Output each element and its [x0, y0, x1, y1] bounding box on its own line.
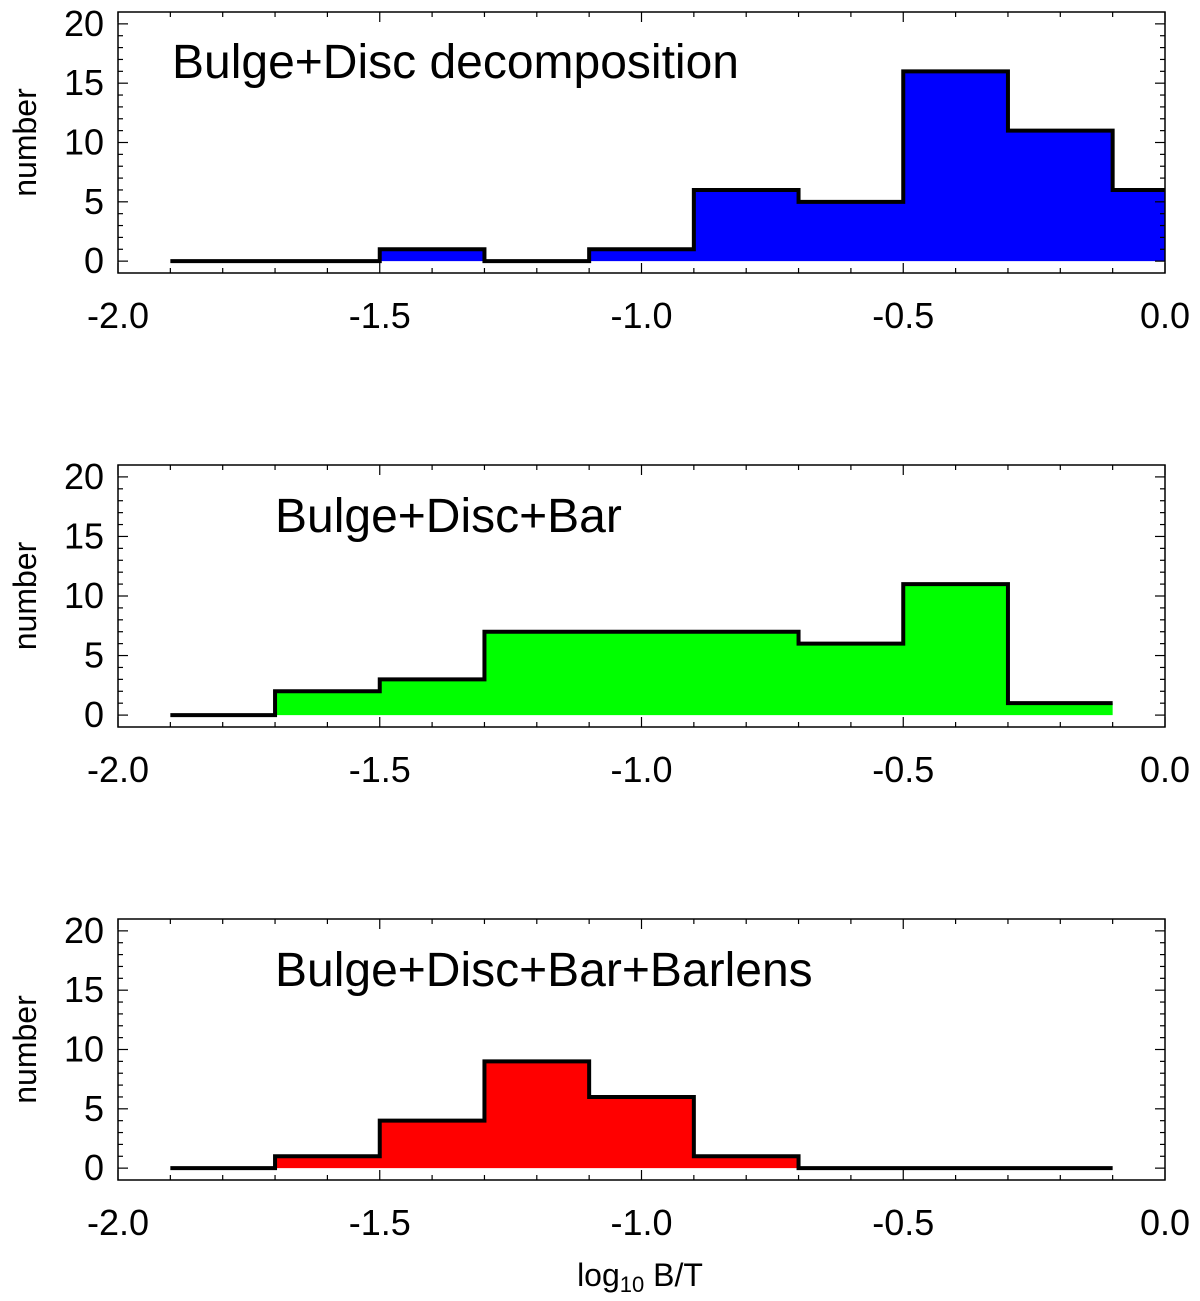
x-axis-label-suffix: B/T — [644, 1257, 703, 1293]
y-tick-label: 10 — [64, 1029, 104, 1070]
x-tick-label: -1.5 — [349, 295, 411, 336]
y-tick-label: 20 — [64, 3, 104, 44]
x-tick-label: -0.5 — [872, 1202, 934, 1243]
panel-title: Bulge+Disc+Bar+Barlens — [275, 944, 813, 997]
y-tick-label: 10 — [64, 575, 104, 616]
x-tick-label: -1.5 — [349, 1202, 411, 1243]
x-axis-label-subscript: 10 — [620, 1272, 644, 1297]
histogram-fill — [170, 71, 1166, 262]
x-axis-label-prefix: log — [577, 1257, 620, 1293]
y-tick-label: 15 — [64, 969, 104, 1010]
x-tick-label: -0.5 — [872, 295, 934, 336]
y-tick-label: 0 — [84, 240, 104, 281]
y-tick-label: 15 — [64, 62, 104, 103]
x-axis-label: log10 B/T — [577, 1257, 703, 1297]
y-tick-label: 0 — [84, 1147, 104, 1188]
histogram-panel-1: -2.0 -1.5 -1.0 -0.5 0.0 0 5 10 15 20 number Bulge+D… — [7, 3, 1190, 336]
y-tick-label: 20 — [64, 456, 104, 497]
histogram-outline — [170, 1059, 1113, 1171]
x-tick-label: 0.0 — [1140, 1202, 1190, 1243]
y-axis-label: number — [7, 88, 43, 197]
x-tick-label: -0.5 — [872, 749, 934, 790]
y-tick-label: 20 — [64, 910, 104, 951]
panel-title: Bulge+Disc+Bar — [275, 490, 622, 543]
x-tick-label: -1.0 — [610, 295, 672, 336]
histogram-fill — [170, 584, 1113, 716]
x-tick-label: 0.0 — [1140, 295, 1190, 336]
histogram-fill — [170, 1061, 1113, 1169]
y-axis-label: number — [7, 995, 43, 1104]
x-tick-label: 0.0 — [1140, 749, 1190, 790]
histogram-panel-3: -2.0 -1.5 -1.0 -0.5 0.0 0 5 10 15 20 number Bulge+D… — [7, 910, 1190, 1243]
y-tick-label: 5 — [84, 1088, 104, 1129]
y-tick-label: 0 — [84, 694, 104, 735]
x-tick-label: -2.0 — [87, 1202, 149, 1243]
y-tick-label: 5 — [84, 181, 104, 222]
x-tick-label: -1.5 — [349, 749, 411, 790]
y-tick-label: 10 — [64, 122, 104, 163]
x-tick-label: -2.0 — [87, 749, 149, 790]
histogram-panel-2: -2.0 -1.5 -1.0 -0.5 0.0 0 5 10 15 20 number Bulge+D… — [7, 456, 1190, 790]
y-tick-label: 15 — [64, 515, 104, 556]
x-tick-label: -2.0 — [87, 295, 149, 336]
histogram-outline — [170, 582, 1113, 718]
x-tick-label: -1.0 — [610, 749, 672, 790]
y-axis-label: number — [7, 541, 43, 650]
histogram-outline — [170, 69, 1165, 264]
x-tick-label: -1.0 — [610, 1202, 672, 1243]
panel-title: Bulge+Disc decomposition — [172, 36, 739, 89]
y-tick-label: 5 — [84, 635, 104, 676]
